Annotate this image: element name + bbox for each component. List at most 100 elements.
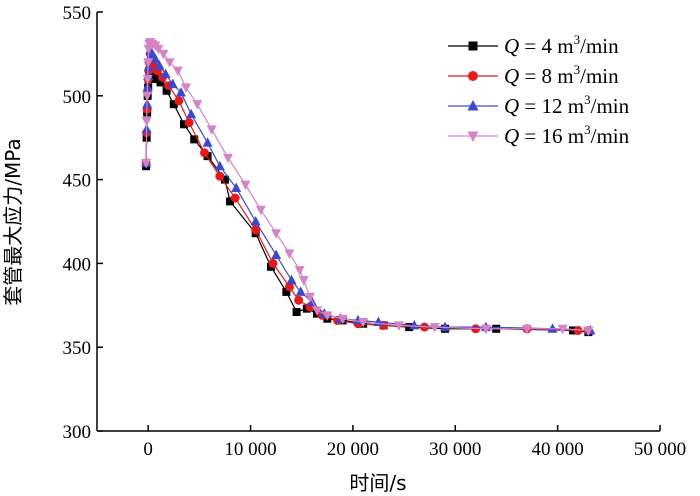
data-point xyxy=(298,276,309,286)
legend-label-sup: 3 xyxy=(574,32,581,47)
data-point xyxy=(312,306,323,316)
legend-label-sup: 3 xyxy=(584,122,591,137)
data-point xyxy=(230,193,240,203)
data-point xyxy=(440,321,451,332)
x-axis-title: 时间/s xyxy=(349,471,406,495)
data-point xyxy=(271,229,282,239)
data-point xyxy=(192,100,203,110)
legend-label-unit: /min xyxy=(580,34,619,58)
data-point xyxy=(141,116,152,127)
y-tick-label: 350 xyxy=(63,338,92,359)
data-point xyxy=(180,120,189,129)
data-point xyxy=(322,311,333,321)
data-point xyxy=(405,323,414,332)
legend-item: Q = 4 m3/min xyxy=(448,32,619,58)
data-point xyxy=(206,125,217,135)
axes xyxy=(96,12,660,432)
legend-label-q: Q xyxy=(504,94,519,118)
legend-label-eq: = 4 m xyxy=(519,34,573,58)
legend-label-eq: = 16 m xyxy=(519,124,584,148)
data-point xyxy=(153,44,164,55)
legend-marker xyxy=(468,71,478,81)
legend-label: Q = 4 m3/min xyxy=(504,32,619,58)
data-point xyxy=(167,78,178,89)
y-ticks: 300 350 400 450 500 550 xyxy=(63,3,103,443)
data-point xyxy=(172,66,183,77)
data-point xyxy=(154,60,165,70)
data-point xyxy=(220,175,229,184)
data-point xyxy=(547,323,558,333)
series-4 xyxy=(141,38,594,336)
legend-item: Q = 8 m3/min xyxy=(448,62,619,88)
x-tick-label: 30 000 xyxy=(429,439,481,460)
data-point xyxy=(292,308,301,317)
data-point xyxy=(286,274,297,285)
legend-label-sup: 3 xyxy=(584,92,591,107)
data-point xyxy=(429,323,440,333)
data-point xyxy=(294,266,305,276)
data-point xyxy=(158,49,169,60)
x-tick-label: 20 000 xyxy=(327,439,379,460)
y-tick-label: 300 xyxy=(63,422,92,443)
data-point xyxy=(226,197,235,206)
data-point xyxy=(223,153,234,164)
data-point xyxy=(142,75,153,85)
data-point xyxy=(251,225,261,235)
legend-label-sup: 3 xyxy=(574,62,581,77)
plot-series xyxy=(141,38,596,337)
data-point xyxy=(480,324,491,335)
legend-label-unit: /min xyxy=(580,64,619,88)
data-point xyxy=(190,135,199,144)
data-point xyxy=(174,96,184,106)
series-2 xyxy=(141,49,593,335)
data-point xyxy=(240,180,251,191)
data-point xyxy=(284,282,294,292)
data-point xyxy=(150,53,161,63)
data-point xyxy=(169,100,178,109)
data-point xyxy=(199,148,209,158)
data-point xyxy=(186,108,197,119)
data-point xyxy=(149,70,158,79)
legend-label-unit: /min xyxy=(591,94,630,118)
data-point xyxy=(156,78,165,87)
legend-marker xyxy=(467,100,479,111)
legend-item: Q = 16 m3/min xyxy=(448,122,630,148)
data-point xyxy=(160,68,171,79)
data-point xyxy=(409,319,420,330)
legend-label: Q = 16 m3/min xyxy=(504,122,630,148)
data-point xyxy=(250,216,261,226)
data-point xyxy=(393,321,404,331)
data-point xyxy=(268,258,278,268)
y-tick-label: 550 xyxy=(63,3,92,24)
data-point xyxy=(175,86,186,97)
data-point xyxy=(184,118,194,128)
y-tick-label: 500 xyxy=(63,87,92,108)
legend-label-q: Q xyxy=(504,124,519,148)
legend-label-eq: = 12 m xyxy=(519,94,584,118)
data-point xyxy=(152,75,161,84)
data-point xyxy=(521,324,532,335)
data-point xyxy=(337,314,348,325)
legend-marker xyxy=(468,41,478,51)
x-tick-label: 40 000 xyxy=(532,439,584,460)
data-point xyxy=(142,91,153,102)
x-tick-label: 10 000 xyxy=(224,439,276,460)
data-point xyxy=(215,171,225,181)
legend-label: Q = 12 m3/min xyxy=(504,92,630,118)
series-line xyxy=(145,48,591,332)
data-point xyxy=(282,287,291,296)
data-point xyxy=(181,83,192,93)
data-point xyxy=(304,292,315,303)
data-point xyxy=(284,249,295,259)
data-point xyxy=(162,86,171,95)
data-point xyxy=(143,58,154,68)
legend-label-unit: /min xyxy=(591,124,630,148)
data-point xyxy=(141,158,152,169)
legend-label-eq: = 8 m xyxy=(519,64,573,88)
x-tick-label: 50 000 xyxy=(634,439,686,460)
data-point xyxy=(583,326,594,336)
data-point xyxy=(271,249,282,260)
data-point xyxy=(214,160,225,171)
